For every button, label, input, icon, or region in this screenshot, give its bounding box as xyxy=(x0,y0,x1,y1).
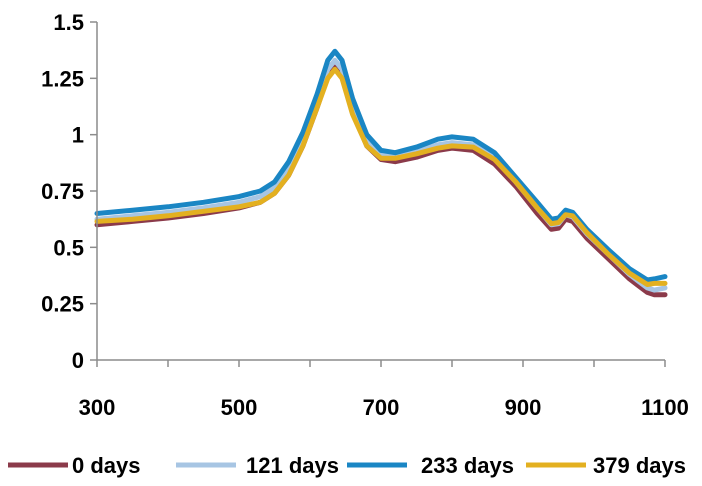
series-line-379-days xyxy=(94,66,668,287)
x-tick-label: 1100 xyxy=(641,395,689,420)
x-axis: 300 500 700 900 1100 xyxy=(79,359,689,420)
x-tick-label: 700 xyxy=(363,395,400,420)
y-tick-label: 1 xyxy=(72,123,84,148)
x-tick-label: 300 xyxy=(79,395,116,420)
series-line-121-days xyxy=(94,57,668,293)
y-tick-label: 0.75 xyxy=(41,179,84,204)
y-tick-label: 0.5 xyxy=(53,235,84,260)
y-tick-label: 0 xyxy=(72,348,84,373)
y-tick-label: 1.25 xyxy=(41,66,84,91)
plot-area xyxy=(94,48,668,298)
y-tick-label: 1.5 xyxy=(53,10,84,35)
legend-label: 379 days xyxy=(593,453,686,478)
y-tick-label: 0.25 xyxy=(41,292,84,317)
x-tick-label: 500 xyxy=(221,395,258,420)
y-axis: 0 0.25 0.5 0.75 1 1.25 1.5 xyxy=(41,10,98,373)
legend: 0 days 121 days 233 days 379 days xyxy=(8,453,686,478)
series-line-233-days xyxy=(94,48,668,283)
legend-label: 233 days xyxy=(421,453,514,478)
series-line-0-days xyxy=(94,64,668,298)
legend-label: 0 days xyxy=(72,453,141,478)
legend-label: 121 days xyxy=(246,453,339,478)
x-tick-label: 900 xyxy=(505,395,542,420)
